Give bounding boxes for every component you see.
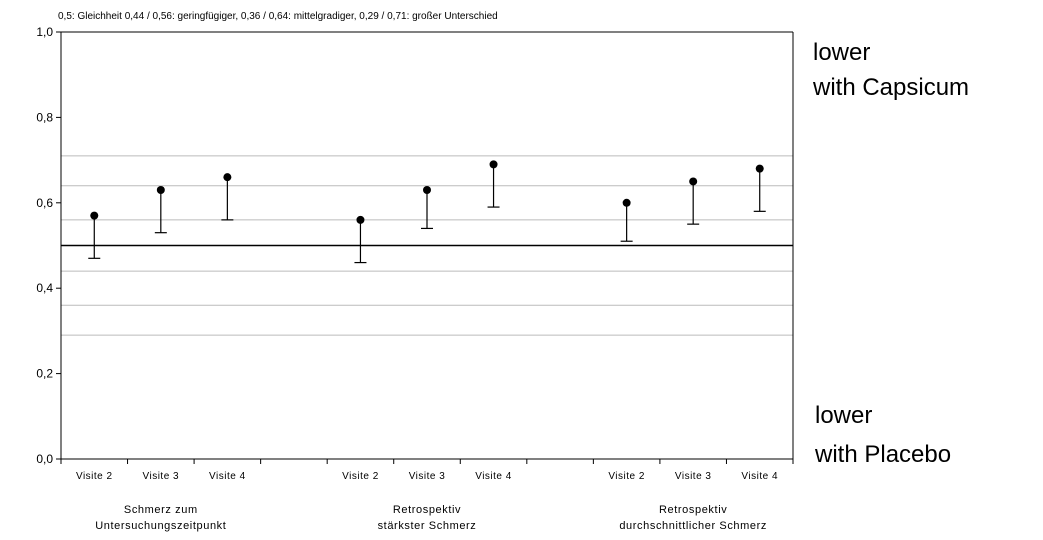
side-label-bottom: lower with Placebo bbox=[814, 402, 951, 468]
y-tick-label: 0,8 bbox=[36, 110, 53, 124]
group-label: Retrospektiv bbox=[393, 504, 461, 516]
data-point bbox=[356, 215, 365, 224]
x-category-label: Visite 3 bbox=[675, 471, 712, 482]
side-label-top: lower with Capsicum bbox=[812, 39, 969, 101]
data-point bbox=[223, 173, 232, 182]
data-point bbox=[423, 185, 431, 194]
x-category-label: Visite 3 bbox=[409, 471, 446, 482]
group-label: stärkster Schmerz bbox=[378, 520, 477, 532]
side-label-top-line1: lower bbox=[813, 39, 870, 66]
chart-annotation: 0,5: Gleichheit 0,44 / 0,56: geringfügig… bbox=[58, 11, 498, 22]
group-label: Retrospektiv bbox=[659, 504, 727, 516]
data-point bbox=[90, 211, 99, 220]
data-point bbox=[622, 198, 631, 207]
group-label: Schmerz zum bbox=[124, 504, 198, 516]
group-label: durchschnittlicher Schmerz bbox=[619, 520, 767, 532]
x-category-label: Visite 4 bbox=[741, 471, 778, 482]
data-point bbox=[489, 160, 498, 169]
y-tick-label: 1,0 bbox=[36, 25, 53, 39]
x-category-label: Visite 2 bbox=[342, 471, 379, 482]
y-tick-label: 0,6 bbox=[36, 196, 53, 210]
group-label: Untersuchungszeitpunkt bbox=[95, 520, 226, 532]
x-category-label: Visite 2 bbox=[608, 471, 645, 482]
data-point bbox=[156, 185, 165, 194]
data-point bbox=[689, 177, 698, 186]
side-label-bottom-line2: with Placebo bbox=[814, 441, 951, 468]
threshold-lines bbox=[61, 155, 793, 336]
data-point bbox=[755, 164, 764, 173]
y-axis-ticks: 0,0 0,2 0,4 0,6 0,8 1,0 bbox=[36, 25, 61, 466]
x-category-label: Visite 4 bbox=[475, 471, 512, 482]
y-tick-label: 0,4 bbox=[36, 281, 53, 295]
x-category-label: Visite 2 bbox=[76, 471, 113, 482]
side-label-bottom-line1: lower bbox=[815, 402, 872, 429]
x-category-label: Visite 4 bbox=[209, 471, 246, 482]
axes bbox=[60, 31, 794, 464]
y-tick-label: 0,2 bbox=[36, 367, 53, 381]
data-points bbox=[88, 160, 766, 264]
x-axis-labels: Visite 2 Visite 3 Visite 4 Schmerz zum Unter… bbox=[76, 471, 778, 532]
x-category-label: Visite 3 bbox=[143, 471, 180, 482]
y-tick-label: 0,0 bbox=[36, 452, 53, 466]
side-label-top-line2: with Capsicum bbox=[812, 74, 969, 101]
